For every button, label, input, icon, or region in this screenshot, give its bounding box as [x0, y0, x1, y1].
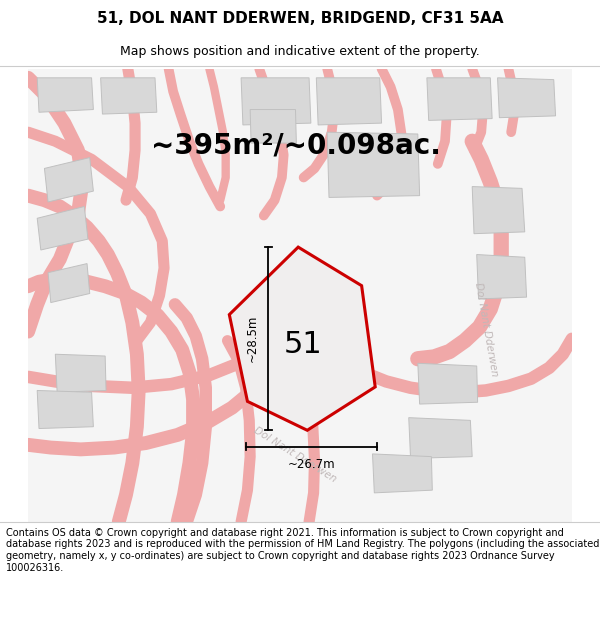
Polygon shape — [497, 78, 556, 118]
Text: ~28.5m: ~28.5m — [246, 315, 259, 362]
Polygon shape — [37, 391, 94, 429]
Polygon shape — [327, 132, 419, 198]
Polygon shape — [418, 363, 478, 404]
Text: Map shows position and indicative extent of the property.: Map shows position and indicative extent… — [120, 45, 480, 58]
Polygon shape — [477, 254, 527, 299]
Text: Dol Nant Dderwen: Dol Nant Dderwen — [253, 425, 338, 484]
Polygon shape — [427, 78, 492, 121]
Text: Ffridd Las: Ffridd Las — [260, 342, 286, 393]
Polygon shape — [241, 78, 311, 125]
Polygon shape — [316, 78, 382, 125]
Polygon shape — [373, 454, 433, 493]
Text: ~26.7m: ~26.7m — [287, 458, 335, 471]
Polygon shape — [250, 109, 296, 143]
Text: Contains OS data © Crown copyright and database right 2021. This information is : Contains OS data © Crown copyright and d… — [6, 528, 599, 572]
Polygon shape — [409, 418, 472, 459]
Text: 51: 51 — [284, 330, 323, 359]
Polygon shape — [472, 186, 525, 234]
Polygon shape — [37, 206, 88, 250]
Text: Dol Nant Dderwen: Dol Nant Dderwen — [473, 281, 499, 377]
Polygon shape — [37, 78, 94, 112]
Polygon shape — [55, 354, 106, 392]
Polygon shape — [44, 158, 94, 202]
Polygon shape — [229, 247, 375, 430]
Polygon shape — [101, 78, 157, 114]
Text: ~395m²/~0.098ac.: ~395m²/~0.098ac. — [151, 132, 440, 160]
Polygon shape — [48, 264, 90, 302]
Text: 51, DOL NANT DDERWEN, BRIDGEND, CF31 5AA: 51, DOL NANT DDERWEN, BRIDGEND, CF31 5AA — [97, 11, 503, 26]
